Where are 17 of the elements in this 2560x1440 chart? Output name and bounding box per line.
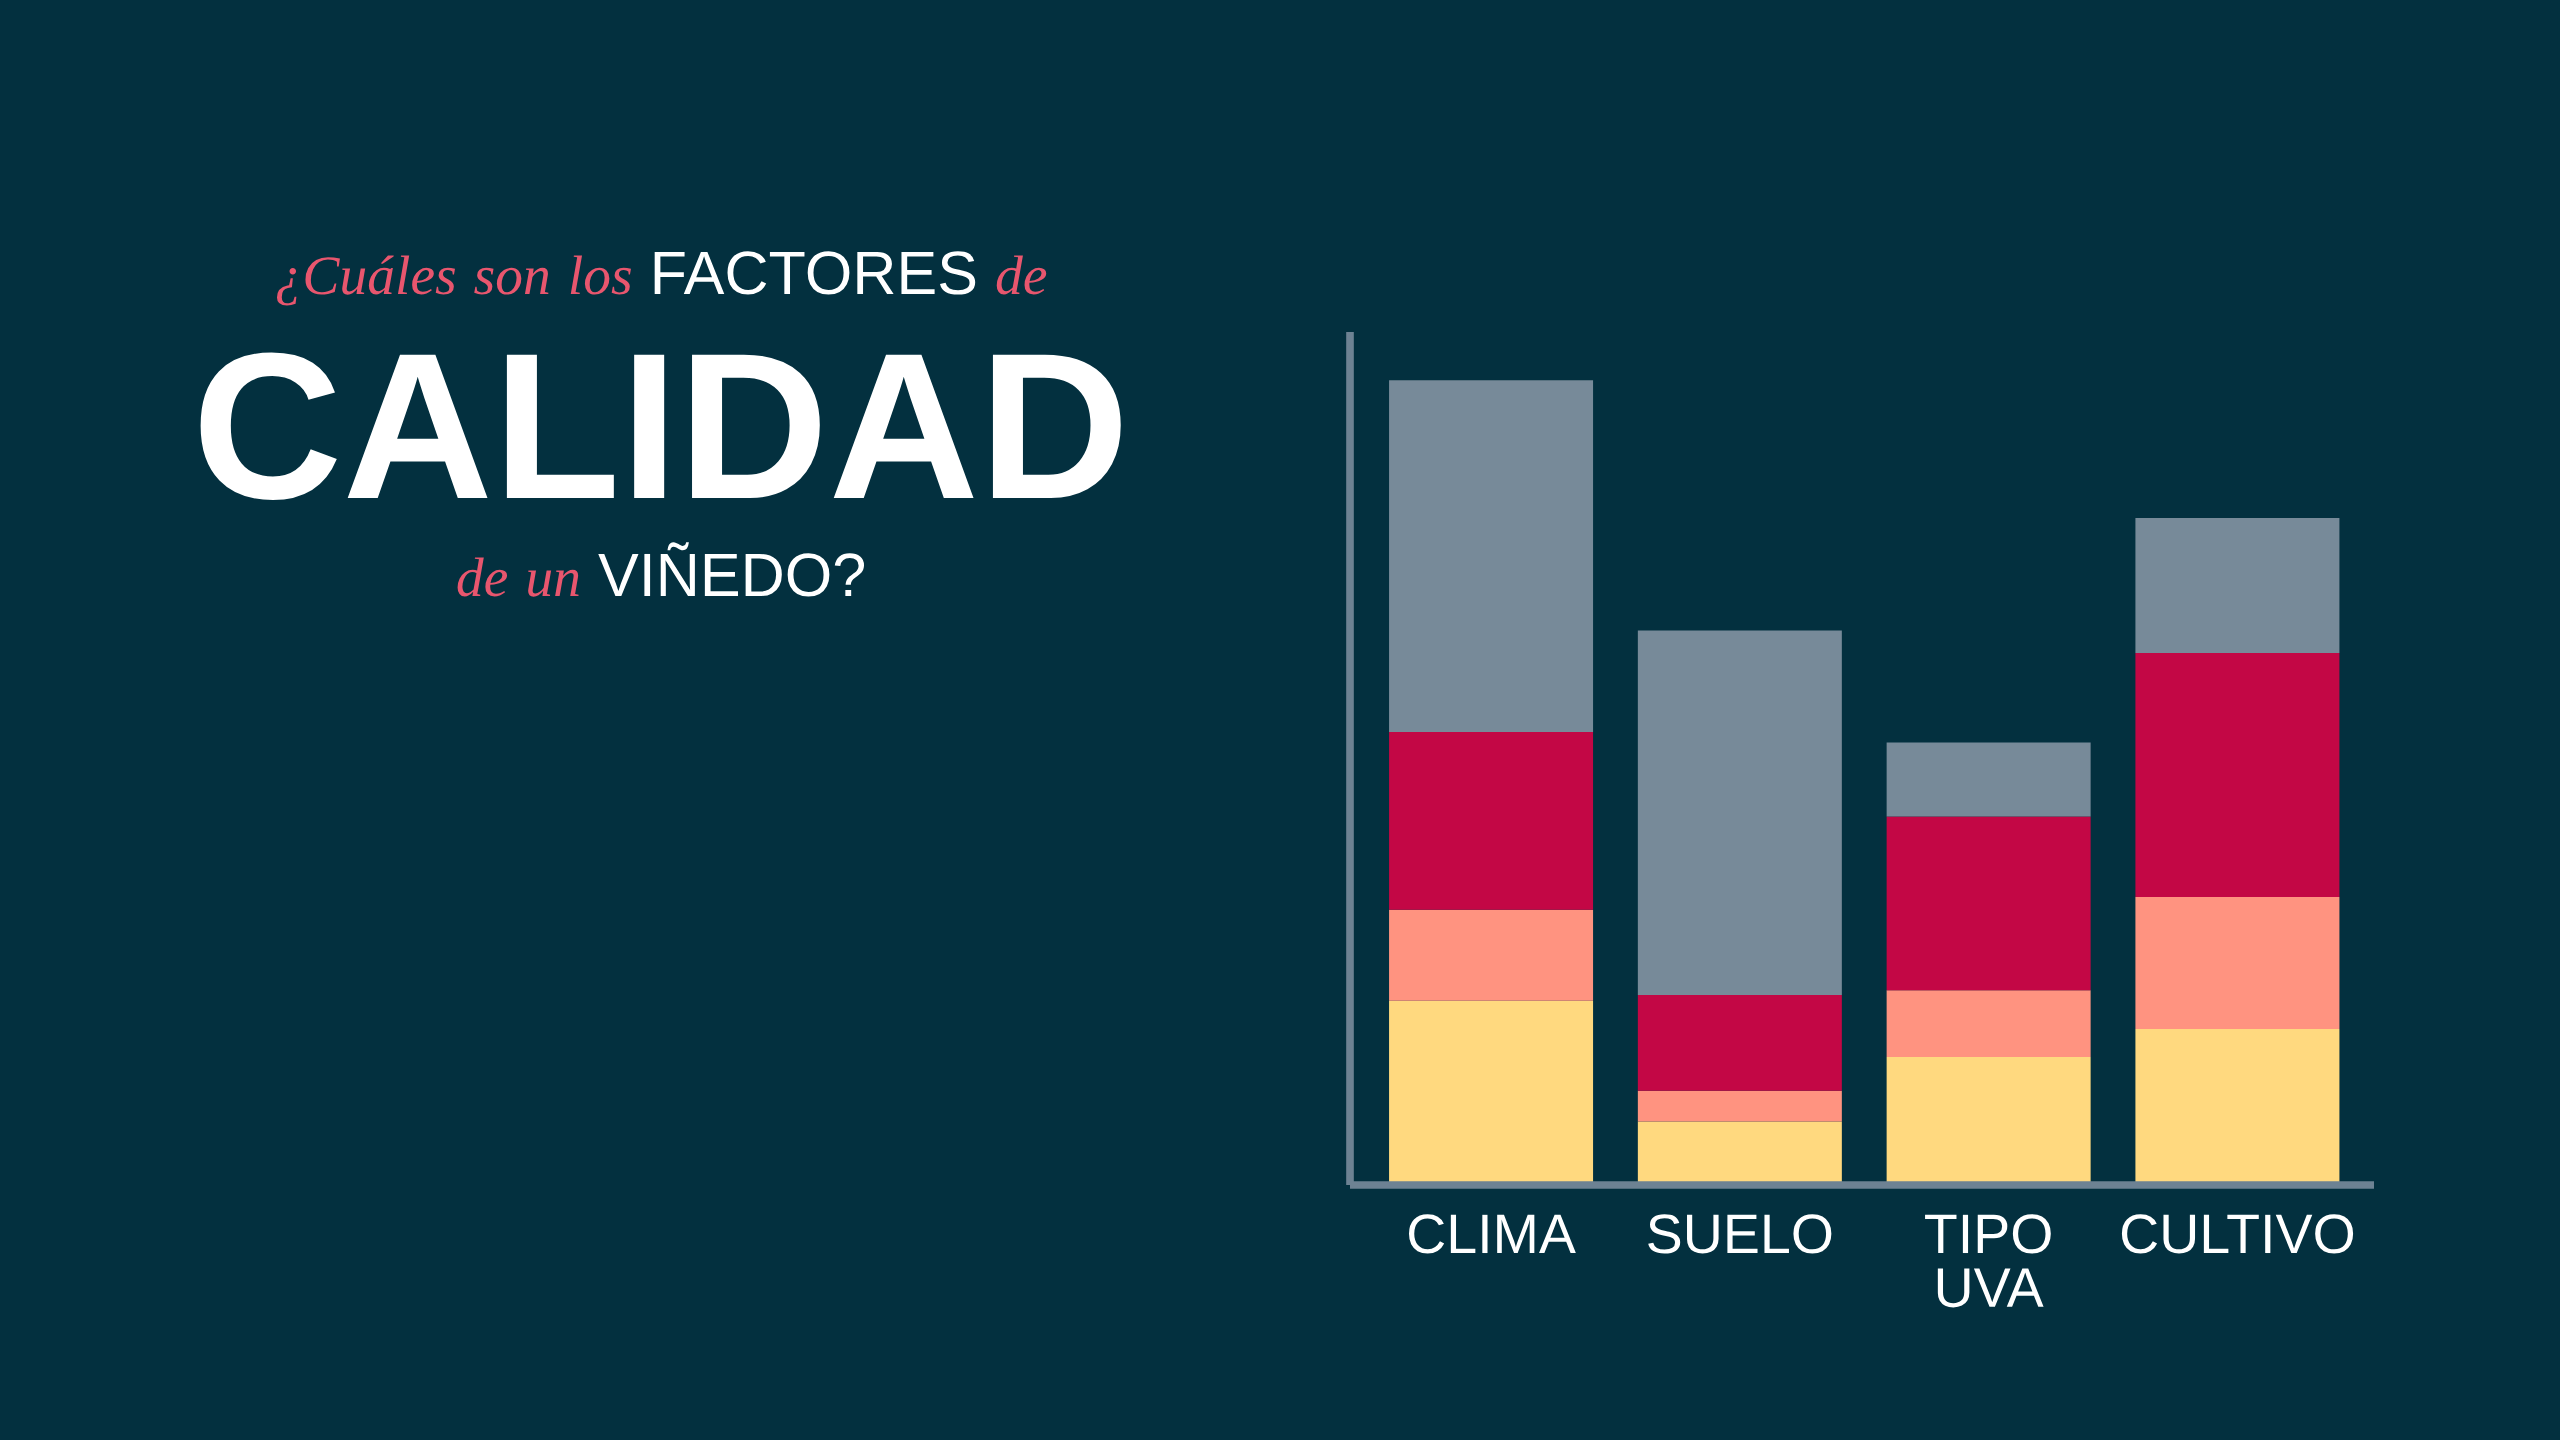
chart-title: ¿Cuáles son los FACTORES de CALIDAD de un VIÑEDO?: [200, 251, 1121, 597]
bar: [2135, 896, 2340, 1029]
bar: [1637, 995, 1842, 1091]
x-tick-label: CULTIVO: [2121, 1214, 2354, 1254]
bar: [1637, 1090, 1842, 1122]
bar: [1637, 630, 1842, 996]
bar: [1886, 742, 2091, 817]
bar: [1886, 990, 2091, 1058]
x-tick-label: CLIMA: [1408, 1214, 1576, 1254]
bar: [1886, 816, 2091, 991]
bar: [1389, 909, 1594, 1001]
x-tick-label: TIPO UVA: [1925, 1214, 2051, 1308]
x-tick-label: SUELO: [1648, 1214, 1832, 1254]
bar: [1389, 380, 1594, 732]
bar: [1389, 731, 1594, 910]
bar: [2135, 653, 2340, 897]
bar: [2135, 517, 2340, 654]
